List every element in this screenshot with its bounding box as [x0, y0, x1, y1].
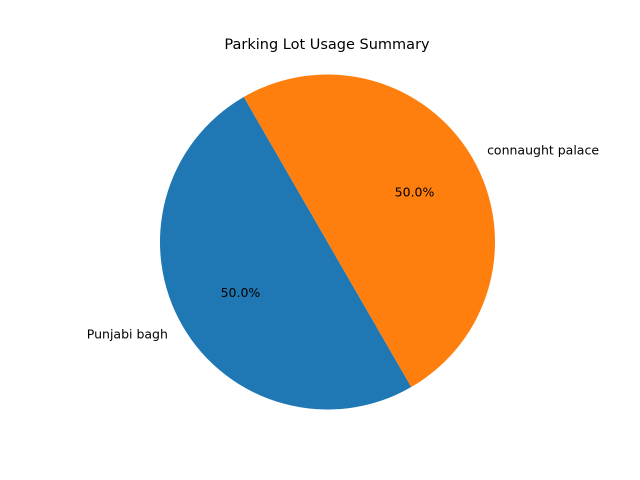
slice-percent-label-0: 50.0% [221, 285, 261, 300]
chart-title: Parking Lot Usage Summary [224, 37, 430, 53]
pie-slice-1 [243, 74, 496, 388]
slice-label-0: Punjabi bagh [87, 327, 168, 342]
pie-labels: Punjabi bagh 50.0% connaught palace 50.0% [87, 142, 600, 341]
slice-percent-label-1: 50.0% [395, 184, 435, 199]
pie-slice-0 [159, 96, 412, 410]
pie-slices [159, 74, 496, 410]
slice-label-1: connaught palace [487, 142, 599, 157]
